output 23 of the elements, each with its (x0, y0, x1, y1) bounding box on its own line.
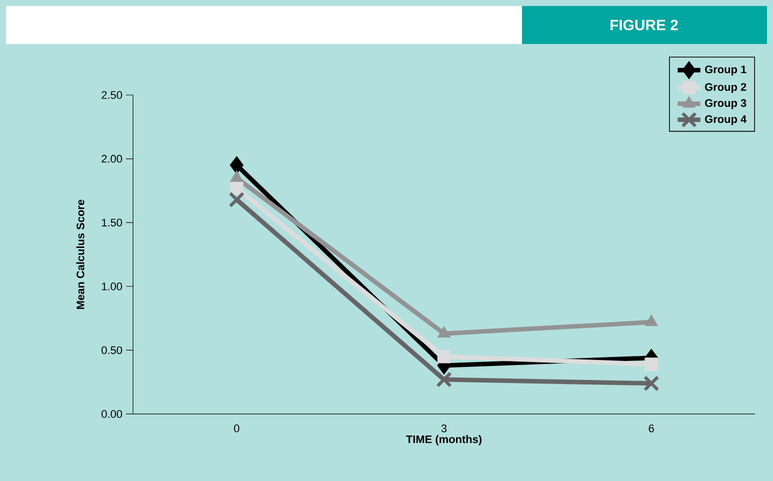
legend-label: Group 3 (705, 99, 746, 110)
legend-label: Group 4 (705, 115, 747, 126)
y-axis-title: Mean Calculus Score (76, 200, 84, 309)
point (230, 181, 244, 195)
y-tick-label: 1.00 (102, 282, 122, 290)
legend-label: Group 2 (705, 83, 746, 94)
legend-label: Group 1 (705, 66, 746, 76)
point (436, 372, 452, 388)
x-tick-label: 6 (648, 424, 654, 432)
y-tick-label: 0.50 (102, 346, 122, 354)
y-tick-label: 2.00 (102, 154, 122, 163)
y-tick-label: 2.50 (102, 91, 122, 99)
x-tick-label: 0 (234, 424, 240, 432)
point (644, 358, 658, 371)
y-tick-label: 1.50 (102, 218, 122, 226)
point (230, 156, 244, 174)
chart-title: FIGURE 2 (610, 20, 678, 30)
point (229, 192, 244, 208)
y-tick-label: 0.00 (102, 410, 122, 418)
x-tick-label: 3 (441, 424, 447, 432)
point (437, 350, 451, 364)
x-axis-title: TIME (months) (406, 435, 482, 446)
point (644, 376, 659, 391)
